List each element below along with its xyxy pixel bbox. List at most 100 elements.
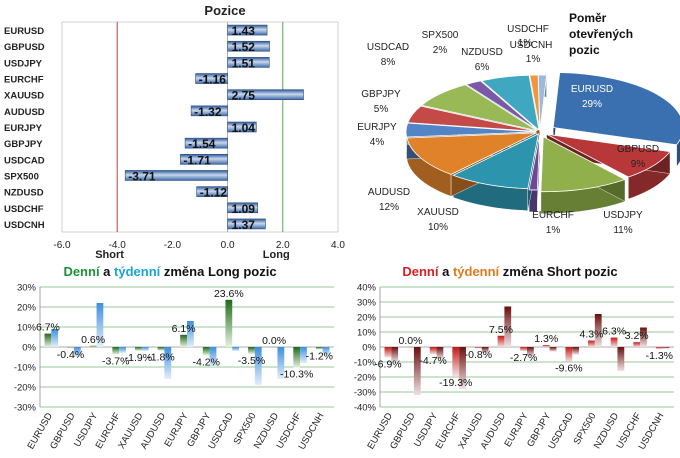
pie-slice-value: 10% bbox=[428, 222, 448, 233]
pie-slice bbox=[406, 132, 537, 175]
pie-slice-value: 9% bbox=[631, 159, 646, 170]
position-bar bbox=[227, 40, 270, 52]
data-label: -4.7% bbox=[419, 355, 446, 367]
daily-bar bbox=[384, 347, 392, 358]
category-label: USDCNH bbox=[4, 220, 45, 231]
value-label: 1.37 bbox=[232, 218, 256, 232]
position-bar bbox=[227, 89, 304, 100]
weekly-bar bbox=[209, 347, 217, 367]
weekly-bar bbox=[73, 347, 81, 357]
value-label: -3.71 bbox=[128, 169, 156, 183]
pie-slice bbox=[537, 74, 548, 131]
position-bar bbox=[196, 186, 228, 197]
daily-bar bbox=[655, 347, 663, 349]
data-label: 1.3% bbox=[534, 333, 558, 345]
y-tick-label: 10% bbox=[357, 328, 377, 339]
daily-bar bbox=[202, 347, 210, 356]
category-label: EURCHF bbox=[4, 75, 44, 86]
weekly-bar bbox=[527, 347, 534, 356]
category-label: AUDUSD bbox=[4, 107, 45, 118]
weekly-bar bbox=[594, 314, 602, 347]
x-tick-label: -2.0 bbox=[164, 240, 182, 251]
data-label: -6.9% bbox=[374, 358, 401, 370]
pie-slice-label: USDCHF bbox=[507, 24, 549, 35]
weekly-bar bbox=[164, 347, 172, 379]
position-bar bbox=[184, 137, 228, 149]
y-tick-label: 30% bbox=[17, 283, 37, 294]
data-label: -1.3% bbox=[646, 350, 673, 362]
weekly-bar bbox=[662, 347, 670, 349]
pie-slice-value: 6% bbox=[475, 62, 490, 73]
pie-slice-label: USDCAD bbox=[367, 42, 409, 53]
data-label: 3.2% bbox=[625, 330, 649, 342]
data-label: 23.6% bbox=[214, 288, 244, 300]
pie-slice bbox=[552, 72, 680, 146]
daily-bar bbox=[429, 347, 437, 355]
daily-bar bbox=[315, 347, 323, 350]
data-label: -1.9% bbox=[125, 352, 152, 364]
weekly-bar bbox=[187, 321, 194, 347]
category-label: EURJPY bbox=[4, 123, 43, 134]
data-label: -1.8% bbox=[147, 352, 174, 364]
weekly-bar bbox=[481, 347, 489, 353]
position-bar bbox=[227, 24, 268, 36]
weekly-bar bbox=[254, 347, 262, 385]
weekly-bar bbox=[436, 347, 444, 359]
plot-frame bbox=[61, 21, 339, 233]
pie-slice bbox=[528, 134, 541, 191]
data-label: -10.3% bbox=[280, 369, 313, 381]
daily-bar bbox=[452, 347, 460, 376]
data-label: -9.6% bbox=[555, 362, 582, 374]
position-bar bbox=[227, 121, 257, 133]
category-label: USDCHF bbox=[4, 204, 44, 215]
data-label: -0.4% bbox=[57, 349, 84, 361]
weekly-bar bbox=[391, 347, 399, 362]
pie-slice bbox=[480, 74, 540, 132]
daily-bar bbox=[588, 340, 595, 347]
daily-bar bbox=[44, 333, 52, 347]
daily-bar bbox=[270, 347, 278, 348]
daily-bar bbox=[157, 347, 165, 351]
pie-slice-value: 1% bbox=[546, 225, 561, 236]
x-tick-label: -4.0 bbox=[109, 240, 127, 251]
pie-slice-label: GBPJPY bbox=[361, 89, 401, 100]
daily-bar bbox=[610, 337, 618, 347]
daily-bar bbox=[67, 347, 74, 348]
pie-slice-label: SPX500 bbox=[422, 30, 459, 41]
weekly-bar bbox=[141, 347, 149, 351]
weekly-bar bbox=[459, 347, 466, 389]
weekly-bar bbox=[322, 347, 330, 355]
data-label: 0.0% bbox=[399, 335, 423, 347]
data-label: -3.5% bbox=[238, 355, 265, 367]
weekly-bar bbox=[232, 347, 240, 351]
data-label: -0.8% bbox=[465, 349, 492, 361]
pie-slice-label: EURUSD bbox=[571, 84, 613, 95]
daily-bar bbox=[565, 347, 573, 362]
y-tick-label: -20% bbox=[14, 383, 37, 394]
y-tick-label: 40% bbox=[357, 283, 377, 294]
daily-bar bbox=[633, 342, 641, 347]
long-change-chart: Denní a týdenní změna Long pozic 30% 20% 10… bbox=[14, 264, 334, 452]
value-label: -1.32 bbox=[194, 105, 222, 119]
value-label: -1.71 bbox=[183, 153, 211, 167]
data-label: -19.3% bbox=[439, 377, 472, 389]
daily-bar bbox=[474, 347, 482, 349]
data-label: 6.7% bbox=[36, 322, 60, 334]
pie-slice bbox=[420, 84, 538, 132]
x-tick-label: 4.0 bbox=[331, 240, 345, 251]
y-tick-label: 0% bbox=[22, 343, 36, 354]
position-bar bbox=[227, 218, 266, 230]
value-label: 1.09 bbox=[232, 202, 256, 216]
position-bar bbox=[195, 73, 228, 84]
daily-bar bbox=[112, 347, 120, 355]
short-change-chart-panel: Denní a týdenní změna Short pozic 40% 30% 2… bbox=[340, 260, 680, 453]
positions-chart: Pozice EURUSD 1.43 GBPUSD 1.52 USDJPY 1.51 EURC… bbox=[4, 3, 345, 261]
short-change-chart: Denní a týdenní změna Short pozic 40% 30% 2… bbox=[354, 264, 674, 452]
pie-slice bbox=[546, 133, 671, 178]
chart-title: Denní a týdenní změna Long pozic bbox=[63, 264, 276, 279]
position-bar bbox=[227, 57, 270, 68]
pie-chart-panel: Poměr otevřených pozic EURUSD 29% GBPUSD 9% USD… bbox=[345, 0, 680, 260]
y-tick-label: -30% bbox=[14, 403, 37, 414]
pie-slice bbox=[452, 133, 539, 190]
value-label: 1.04 bbox=[232, 121, 256, 135]
